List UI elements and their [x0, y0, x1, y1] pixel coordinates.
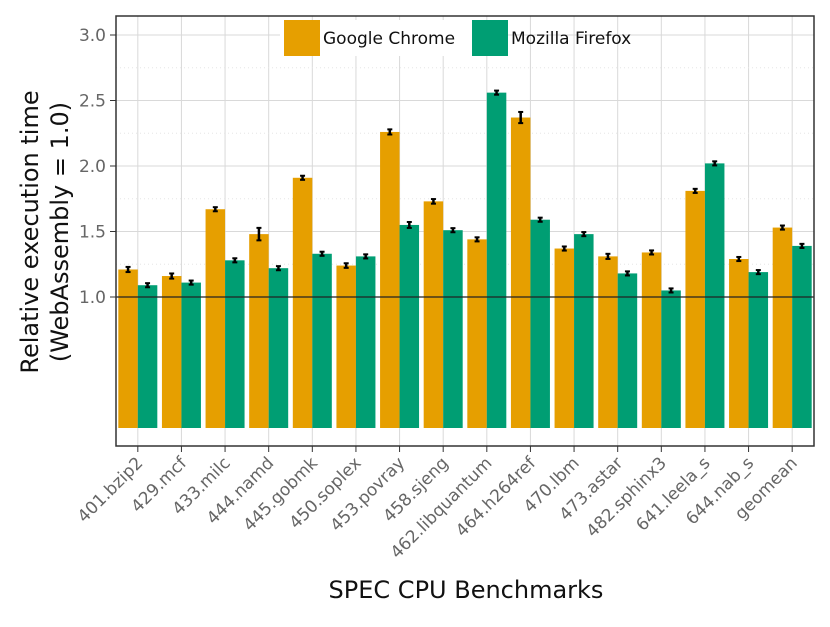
- error-bar-firefox-464.h264ref: [537, 216, 543, 223]
- bar-firefox-geomean: [792, 245, 812, 428]
- error-bar-firefox-444.namd: [275, 265, 281, 272]
- y-tick-label: 1.0: [79, 288, 106, 308]
- y-axis-label-line2: (WebAssembly = 1.0): [46, 102, 74, 362]
- bar-firefox-453.povray: [399, 224, 420, 428]
- error-bar-chrome-470.lbm: [561, 245, 567, 252]
- bar-chrome-462.libquantum: [467, 239, 487, 428]
- error-bar-firefox-453.povray: [406, 220, 412, 229]
- bar-firefox-464.h264ref: [530, 219, 550, 428]
- error-bar-chrome-464.h264ref: [518, 110, 524, 125]
- bar-firefox-644.nab_s: [748, 272, 769, 428]
- legend-label-chrome: Google Chrome: [323, 29, 455, 49]
- error-bar-firefox-641.leela_s: [712, 160, 718, 167]
- error-bar-firefox-462.libquantum: [494, 89, 500, 96]
- bar-chrome-geomean: [772, 227, 793, 428]
- legend: Google Chrome Mozilla Firefox: [280, 20, 631, 56]
- bar-chrome-401.bzip2: [118, 269, 138, 428]
- error-bar-firefox-644.nab_s: [755, 269, 761, 276]
- error-bar-chrome-450.soplex: [343, 262, 349, 269]
- error-bars-layer: [125, 89, 805, 294]
- bar-firefox-444.namd: [268, 268, 289, 428]
- error-bar-chrome-geomean: [779, 224, 785, 231]
- error-bar-firefox-458.sjeng: [450, 227, 456, 234]
- error-bar-chrome-462.libquantum: [474, 236, 480, 243]
- bar-chrome-482.sphinx3: [641, 252, 662, 428]
- bar-firefox-470.lbm: [574, 234, 594, 428]
- error-bar-chrome-401.bzip2: [125, 265, 131, 274]
- bar-chrome-644.nab_s: [729, 259, 749, 428]
- x-axis-label: SPEC CPU Benchmarks: [329, 576, 604, 604]
- error-bar-firefox-473.astar: [624, 270, 630, 277]
- bar-chrome-453.povray: [380, 131, 400, 428]
- y-tick-label: 1.5: [79, 223, 106, 243]
- legend-swatch-chrome: [284, 20, 320, 56]
- error-bar-chrome-473.astar: [605, 252, 611, 260]
- bar-firefox-445.gobmk: [312, 253, 332, 428]
- bar-chrome-445.gobmk: [292, 177, 313, 428]
- x-axis-ticks: 401.bzip2429.mcf433.milc444.namd445.gobm…: [74, 446, 802, 563]
- error-bar-firefox-482.sphinx3: [668, 287, 674, 294]
- error-bar-firefox-445.gobmk: [319, 250, 325, 257]
- bar-chrome-470.lbm: [554, 248, 575, 428]
- bar-firefox-482.sphinx3: [661, 290, 681, 428]
- error-bar-firefox-401.bzip2: [145, 282, 151, 289]
- error-bar-chrome-644.nab_s: [736, 255, 742, 263]
- bar-chrome-444.namd: [249, 234, 269, 428]
- error-bar-firefox-470.lbm: [581, 231, 587, 238]
- bar-chrome-450.soplex: [336, 265, 356, 428]
- bar-chrome-458.sjeng: [423, 201, 444, 428]
- error-bar-chrome-453.povray: [387, 128, 393, 136]
- bar-chrome-429.mcf: [161, 276, 182, 428]
- error-bar-chrome-445.gobmk: [300, 174, 306, 181]
- error-bar-firefox-429.mcf: [188, 279, 194, 286]
- error-bar-firefox-geomean: [799, 242, 805, 249]
- bar-firefox-458.sjeng: [443, 230, 463, 428]
- error-bar-chrome-482.sphinx3: [649, 249, 655, 256]
- error-bar-chrome-458.sjeng: [430, 198, 436, 205]
- bar-chrome-464.h264ref: [510, 117, 531, 428]
- legend-swatch-firefox: [472, 20, 508, 56]
- bar-chrome-641.leela_s: [685, 190, 705, 428]
- bar-firefox-433.milc: [225, 260, 245, 428]
- y-tick-label: 2.0: [79, 157, 106, 177]
- bars-layer: [118, 92, 812, 428]
- y-tick-label: 3.0: [79, 26, 106, 46]
- error-bar-chrome-641.leela_s: [692, 187, 698, 194]
- x-tick-label: 401.bzip2: [74, 453, 147, 526]
- bar-firefox-401.bzip2: [137, 285, 158, 428]
- error-bar-chrome-444.namd: [256, 226, 262, 242]
- bar-firefox-450.soplex: [355, 256, 376, 428]
- y-tick-label: 2.5: [79, 92, 106, 112]
- bar-firefox-473.astar: [617, 273, 638, 428]
- error-bar-chrome-429.mcf: [169, 272, 175, 280]
- legend-label-firefox: Mozilla Firefox: [511, 29, 631, 49]
- bar-chrome-473.astar: [598, 256, 618, 428]
- bar-firefox-641.leela_s: [704, 163, 725, 428]
- error-bar-firefox-450.soplex: [363, 253, 369, 260]
- bar-firefox-429.mcf: [181, 282, 201, 428]
- bar-chrome-433.milc: [205, 209, 226, 428]
- error-bar-chrome-433.milc: [212, 206, 218, 213]
- error-bar-firefox-433.milc: [232, 257, 238, 264]
- y-axis-label-line1: Relative execution time: [16, 90, 44, 373]
- y-axis-ticks: 1.0 1.5 2.0 2.5 3.0: [79, 26, 116, 308]
- bar-firefox-462.libquantum: [486, 92, 507, 428]
